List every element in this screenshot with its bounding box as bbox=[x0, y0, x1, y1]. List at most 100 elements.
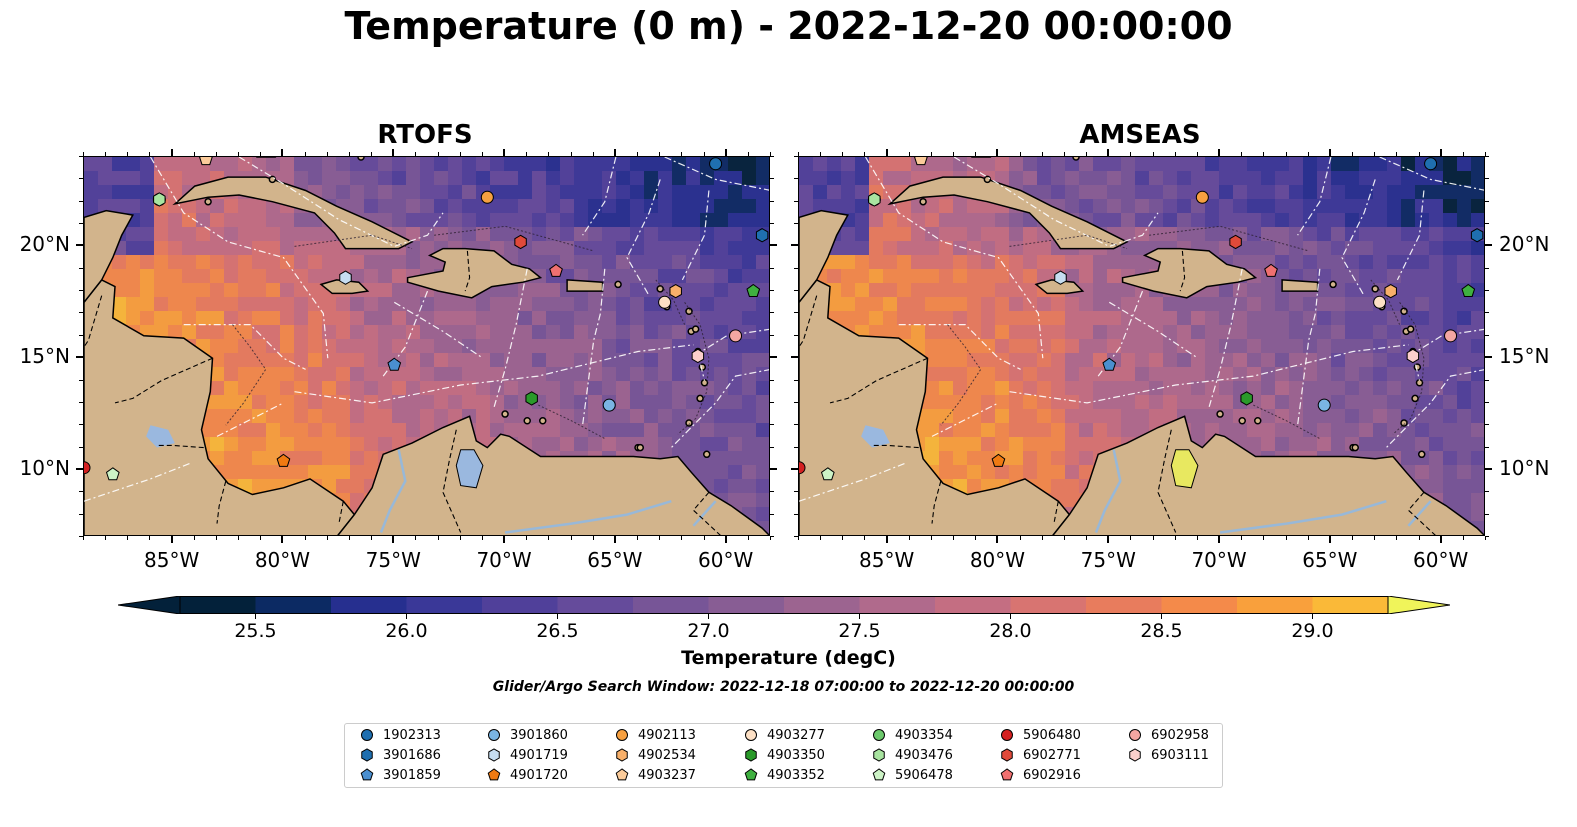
tick-mark bbox=[820, 152, 822, 156]
bathymetry-contour bbox=[225, 324, 267, 426]
float-marker-6902916 bbox=[1264, 263, 1278, 277]
legend-marker-4902113 bbox=[616, 729, 628, 741]
tick-mark bbox=[105, 536, 107, 540]
lon-tick-label: 75°W bbox=[365, 548, 421, 572]
colorbar-tick-mark bbox=[1161, 614, 1162, 619]
tick-mark bbox=[1285, 152, 1287, 156]
tick-mark bbox=[371, 536, 373, 540]
tick-mark bbox=[79, 491, 83, 493]
border-line bbox=[338, 501, 344, 524]
border-line bbox=[114, 357, 213, 404]
legend-item-3901859: 3901859 bbox=[359, 767, 441, 783]
float-marker-4903277 bbox=[1373, 295, 1387, 309]
legend-item-1902313: 1902313 bbox=[359, 727, 441, 743]
legend-marker-5906480 bbox=[1001, 729, 1013, 741]
legend-item-4902534: 4902534 bbox=[614, 747, 696, 763]
legend-label: 4903352 bbox=[767, 767, 825, 783]
tick-mark bbox=[975, 152, 977, 156]
lat-tick-label-right: 15°N bbox=[1499, 344, 1550, 369]
float-legend: 1902313 3901686 3901859 3901860 4901719 49017… bbox=[344, 723, 1223, 788]
border-line bbox=[799, 295, 818, 348]
lon-tick-label: 60°W bbox=[698, 548, 754, 572]
tick-mark bbox=[794, 513, 798, 515]
float-marker-3901859 bbox=[1102, 357, 1117, 371]
tick-mark bbox=[504, 536, 506, 540]
colorbar-tick-mark bbox=[1010, 614, 1011, 619]
tick-mark bbox=[79, 401, 83, 403]
panel-title-amseas: AMSEAS bbox=[1079, 120, 1201, 150]
border-line bbox=[464, 250, 471, 292]
tick-mark bbox=[1485, 536, 1489, 537]
legend-item-6902958: 6902958 bbox=[1127, 727, 1209, 743]
tick-mark bbox=[747, 536, 749, 540]
colorbar-tick-label: 28.5 bbox=[1140, 620, 1183, 642]
river bbox=[1219, 500, 1387, 534]
legend-item-4903237: 4903237 bbox=[614, 767, 696, 783]
eez-boundary bbox=[1396, 190, 1425, 281]
tick-mark bbox=[238, 536, 240, 540]
tick-mark bbox=[215, 536, 217, 540]
legend-item-4903354: 4903354 bbox=[871, 727, 953, 743]
legend-label: 4902113 bbox=[638, 727, 696, 743]
legend-marker-3901859 bbox=[360, 768, 374, 781]
eez-boundary bbox=[670, 369, 769, 449]
tick-mark bbox=[659, 536, 661, 540]
bathymetry-contour bbox=[1370, 279, 1401, 325]
legend-marker-6903111 bbox=[1129, 748, 1141, 762]
colorbar-label: Temperature (degC) bbox=[681, 647, 896, 669]
tick-mark bbox=[1418, 152, 1420, 156]
tick-mark bbox=[193, 152, 195, 156]
tick-mark bbox=[260, 152, 262, 156]
eez-boundary bbox=[1341, 179, 1376, 296]
tick-mark bbox=[1241, 536, 1243, 540]
tick-mark bbox=[79, 178, 83, 180]
colorbar-extend-high bbox=[1387, 596, 1450, 614]
legend-item-6902916: 6902916 bbox=[999, 767, 1081, 783]
tick-mark bbox=[770, 468, 774, 470]
tick-mark bbox=[1485, 513, 1489, 515]
tick-mark bbox=[1041, 536, 1043, 540]
legend-item-3901860: 3901860 bbox=[486, 727, 568, 743]
tick-mark bbox=[1174, 536, 1176, 540]
tick-mark bbox=[1329, 152, 1331, 156]
legend-item-3901686: 3901686 bbox=[359, 747, 441, 763]
tick-mark bbox=[504, 152, 506, 156]
tick-mark bbox=[794, 156, 798, 157]
float-marker-4901719 bbox=[1054, 270, 1067, 285]
tick-mark bbox=[794, 468, 798, 470]
tick-mark bbox=[1374, 152, 1376, 156]
legend-item-4903277: 4903277 bbox=[743, 727, 825, 743]
eez-boundary bbox=[1412, 328, 1484, 381]
legend-item-4903352: 4903352 bbox=[743, 767, 825, 783]
tick-mark bbox=[886, 536, 888, 540]
tick-mark bbox=[326, 152, 328, 156]
colorbar-bin bbox=[1312, 596, 1389, 614]
lon-tick-label: 80°W bbox=[969, 548, 1026, 572]
tick-mark bbox=[1152, 152, 1154, 156]
float-marker-6903111 bbox=[691, 348, 705, 364]
tick-mark bbox=[864, 152, 866, 156]
tick-mark bbox=[304, 152, 306, 156]
tick-mark bbox=[1307, 152, 1309, 156]
float-marker-6903111 bbox=[1406, 348, 1420, 364]
legend-item-4901720: 4901720 bbox=[486, 767, 568, 783]
lon-tick-label: 80°W bbox=[254, 548, 311, 572]
tick-mark bbox=[570, 152, 572, 156]
border-line bbox=[1407, 491, 1436, 535]
tick-mark bbox=[415, 152, 417, 156]
tick-mark bbox=[1241, 152, 1243, 156]
border-line bbox=[829, 357, 928, 404]
lake-nicaragua bbox=[146, 425, 175, 448]
colorbar-tick-mark bbox=[557, 614, 558, 619]
colorbar-bin bbox=[708, 596, 785, 614]
border-line bbox=[872, 444, 919, 449]
lon-tick-label: 65°W bbox=[1302, 548, 1358, 572]
tick-mark bbox=[83, 536, 84, 540]
colorbar-tick-label: 26.0 bbox=[385, 620, 428, 642]
eez-boundary bbox=[149, 157, 329, 359]
tick-mark bbox=[105, 152, 107, 156]
eez-boundary bbox=[382, 290, 429, 377]
tick-mark bbox=[659, 152, 661, 156]
float-marker-6902771 bbox=[514, 234, 527, 250]
tick-mark bbox=[79, 379, 83, 381]
